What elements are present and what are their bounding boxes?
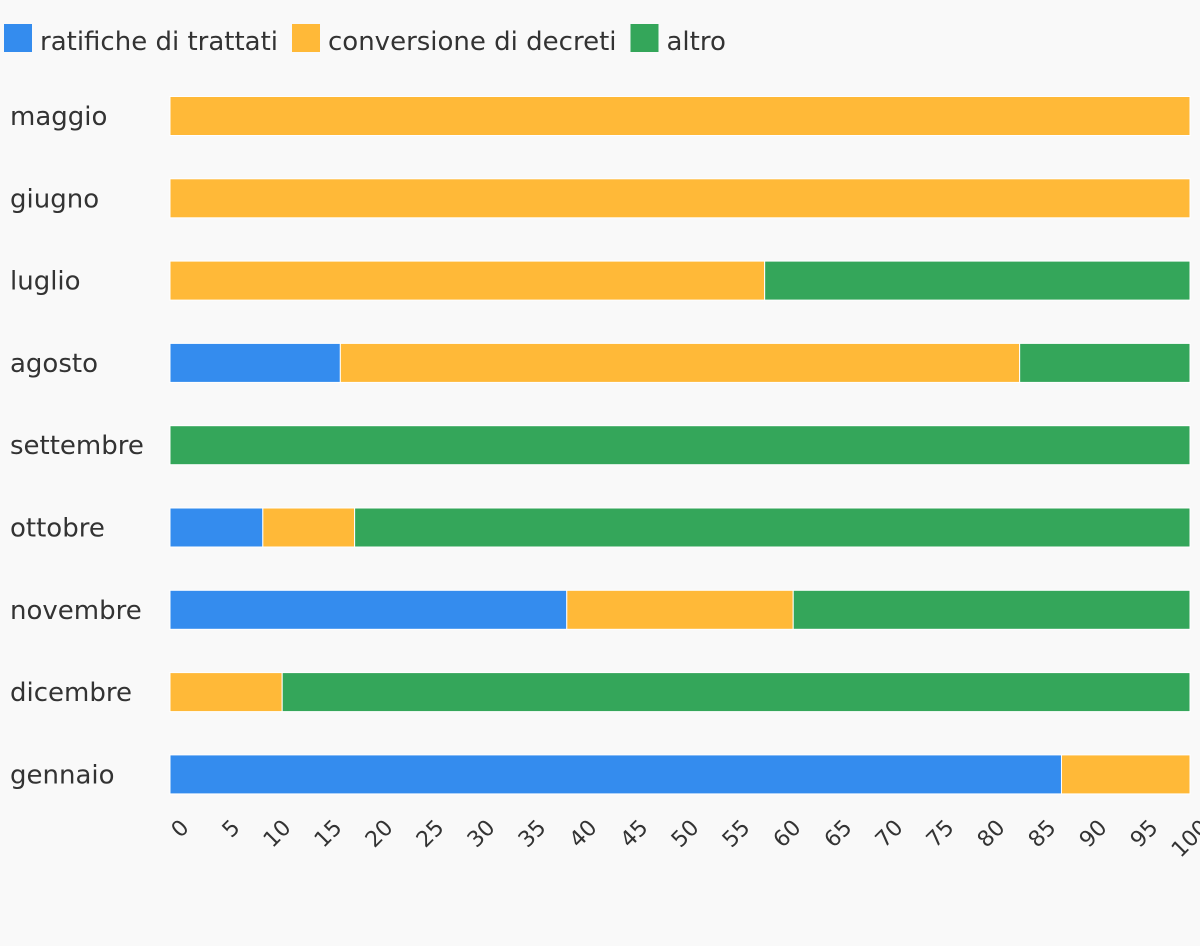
bar-2-1 [169, 260, 766, 301]
bar-4-2 [169, 425, 1191, 466]
bar-5-2 [354, 507, 1191, 548]
bar-6-1 [566, 589, 794, 630]
legend-label-2: altro [667, 27, 726, 57]
x-tick-label-15: 75 [922, 815, 959, 852]
bar-3-0 [169, 342, 341, 383]
category-label-3: agosto [10, 349, 98, 379]
x-tick-label-16: 80 [973, 815, 1010, 852]
bar-3-1 [339, 342, 1021, 383]
x-tick-label-3: 15 [310, 815, 347, 852]
bar-7-2 [281, 672, 1191, 713]
category-label-6: novembre [10, 596, 142, 626]
bar-8-1 [1060, 754, 1191, 795]
category-label-1: giugno [10, 184, 99, 214]
category-label-5: ottobre [10, 514, 105, 544]
x-axis: 0 5 10 15 20 25 30 35 40 45 50 55 60 65 70 75 80 85 90 95 10… [167, 815, 1200, 862]
x-tick-label-7: 35 [514, 815, 551, 852]
bar-0-1 [169, 96, 1191, 136]
category-label-4: settembre [10, 431, 144, 461]
x-tick-label-8: 40 [565, 815, 602, 852]
category-axis: maggio giugno luglio agosto settembre ottobre… [10, 102, 144, 790]
bar-8-0 [169, 754, 1062, 795]
legend-swatch-0 [4, 24, 32, 52]
bar-3-2 [1019, 342, 1191, 383]
x-tick-label-17: 85 [1024, 815, 1061, 852]
bar-7-1 [169, 672, 283, 713]
x-tick-label-0: 0 [167, 815, 195, 843]
x-tick-label-1: 5 [218, 815, 246, 843]
category-label-8: gennaio [10, 760, 115, 790]
legend-swatch-1 [292, 24, 320, 52]
x-tick-label-12: 60 [769, 815, 806, 852]
x-tick-label-6: 30 [463, 815, 500, 852]
bars [169, 96, 1191, 795]
x-tick-label-14: 70 [871, 815, 908, 852]
bar-2-2 [764, 260, 1191, 301]
bar-5-1 [262, 507, 356, 548]
x-tick-label-11: 55 [718, 815, 755, 852]
category-label-0: maggio [10, 102, 107, 132]
x-tick-label-9: 45 [616, 815, 653, 852]
x-tick-label-19: 95 [1126, 815, 1163, 852]
bar-6-0 [169, 589, 568, 630]
x-tick-label-20: 100 [1167, 815, 1200, 862]
x-tick-label-13: 65 [820, 815, 857, 852]
x-tick-label-2: 10 [259, 815, 296, 852]
category-label-2: luglio [10, 267, 81, 297]
bar-6-2 [792, 589, 1191, 630]
x-tick-label-18: 90 [1075, 815, 1112, 852]
bar-5-0 [169, 507, 264, 548]
category-label-7: dicembre [10, 678, 132, 708]
x-tick-label-4: 20 [361, 815, 398, 852]
legend: ratifiche di trattati conversione di decr… [4, 24, 726, 57]
x-tick-label-10: 50 [667, 815, 704, 852]
x-tick-label-5: 25 [412, 815, 449, 852]
legend-swatch-2 [630, 24, 659, 52]
legend-label-0: ratifiche di trattati [40, 27, 278, 57]
bar-1-1 [169, 178, 1191, 219]
legend-label-1: conversione di decreti [328, 27, 617, 57]
